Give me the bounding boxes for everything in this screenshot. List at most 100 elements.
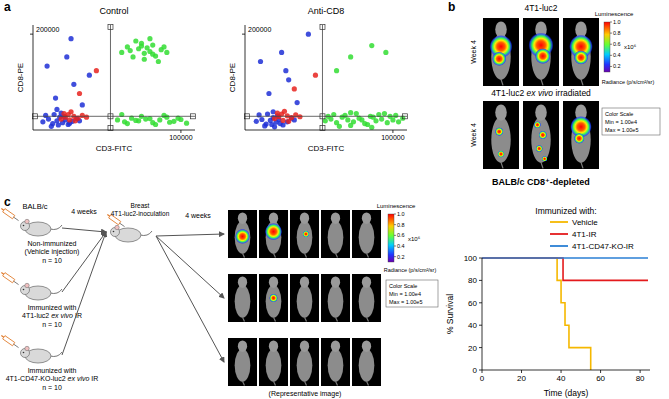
event-dot bbox=[379, 116, 384, 121]
gate-handle bbox=[320, 114, 325, 119]
event-dot bbox=[80, 102, 85, 107]
mouse-tail bbox=[305, 381, 307, 385]
colorbar-tick-label: 1.0 bbox=[613, 19, 621, 25]
event-dot bbox=[150, 52, 155, 57]
gate-handle bbox=[108, 25, 113, 30]
gate-line bbox=[245, 116, 407, 117]
event-dot bbox=[334, 68, 339, 73]
image-bg bbox=[259, 210, 288, 258]
mouse-body bbox=[297, 221, 313, 254]
event-dot bbox=[269, 122, 274, 127]
mouse-head bbox=[269, 212, 278, 224]
syringe-barrel bbox=[3, 209, 15, 219]
event-dot bbox=[94, 68, 99, 73]
image-bg bbox=[523, 101, 559, 169]
event-dot bbox=[167, 120, 172, 125]
arrow bbox=[62, 232, 106, 355]
event-dot bbox=[147, 36, 152, 41]
event-dot bbox=[40, 119, 45, 124]
image-bg bbox=[483, 18, 519, 86]
panel-footer: BALB/c CD8⁺-depleted bbox=[492, 177, 590, 187]
x-axis-label: Time (days) bbox=[544, 388, 589, 398]
event-dot bbox=[359, 117, 364, 122]
luminescence bbox=[535, 48, 551, 64]
group-label: 4T1-CD47-KO-luc2 ex vivo IR bbox=[6, 375, 99, 382]
event-dot bbox=[125, 121, 130, 126]
image-bg bbox=[228, 210, 257, 258]
legend-swatch bbox=[550, 221, 568, 223]
arrow bbox=[62, 228, 106, 232]
y-tick bbox=[479, 302, 482, 303]
inoculation-label: 4T1-luc2-inoculation bbox=[111, 210, 170, 217]
inoculation-label: Breast bbox=[131, 202, 150, 209]
bli-image bbox=[563, 101, 599, 169]
mouse-body bbox=[328, 221, 344, 254]
y-tick-label: 40 bbox=[468, 321, 477, 330]
image-bg bbox=[259, 338, 288, 386]
points bbox=[40, 36, 189, 129]
y-tick bbox=[479, 347, 482, 348]
survival-curve bbox=[482, 258, 648, 280]
image-bg bbox=[352, 338, 381, 386]
event-dot bbox=[133, 118, 138, 123]
group-label: Immunized with bbox=[28, 304, 77, 311]
syringe-needle bbox=[14, 281, 19, 284]
colorbar-tick-label: 0.6 bbox=[397, 232, 405, 238]
event-dot bbox=[54, 107, 59, 112]
color-scale-box bbox=[602, 108, 660, 135]
x-tick bbox=[600, 370, 601, 373]
bli-image bbox=[321, 274, 350, 322]
mouse-body bbox=[266, 221, 282, 254]
bli-image bbox=[483, 101, 519, 169]
mouse-body bbox=[266, 285, 282, 318]
survival-curve bbox=[482, 258, 591, 370]
luminescence bbox=[302, 231, 309, 238]
event-dot bbox=[306, 32, 311, 37]
y-tick-label: 80 bbox=[468, 276, 477, 285]
event-dot bbox=[161, 44, 166, 49]
colorbar-tick-label: 0.4 bbox=[397, 243, 405, 249]
mouse-head bbox=[362, 276, 371, 288]
mouse-tail bbox=[50, 289, 62, 294]
event-dot bbox=[133, 38, 138, 43]
panel-label: c bbox=[4, 195, 11, 209]
x-axis bbox=[33, 130, 195, 131]
arrow bbox=[62, 232, 106, 292]
luminescence bbox=[497, 150, 504, 157]
x-tick-label: 40 bbox=[557, 374, 566, 383]
text-part: ex vivo bbox=[68, 375, 90, 382]
arrow bbox=[156, 236, 224, 298]
event-dot bbox=[348, 110, 353, 115]
event-dot bbox=[342, 113, 347, 118]
mouse-tail bbox=[50, 352, 62, 357]
event-dot bbox=[282, 109, 287, 114]
mouse-tail bbox=[274, 253, 276, 257]
event-dot bbox=[61, 111, 66, 116]
colorbar-tick-label: 0.2 bbox=[613, 63, 621, 69]
event-dot bbox=[337, 124, 342, 129]
mouse-head bbox=[300, 276, 309, 288]
colorbar bbox=[604, 22, 610, 72]
y-tick-label: 20 bbox=[468, 344, 477, 353]
image-bg bbox=[290, 210, 319, 258]
luminescence bbox=[574, 50, 588, 64]
interval-label: 4 weeks bbox=[71, 208, 97, 215]
x-tick-label: 0 bbox=[480, 374, 485, 383]
y-axis bbox=[245, 25, 246, 130]
group-n: n = 10 bbox=[42, 257, 62, 264]
gate-line bbox=[33, 116, 195, 117]
text-part: ex vivo bbox=[527, 88, 554, 98]
mouse-body bbox=[235, 221, 251, 254]
event-dot bbox=[184, 121, 189, 126]
colorbar-tick bbox=[394, 246, 396, 247]
row-title: 4T1-luc2 bbox=[524, 3, 557, 13]
mouse-tail bbox=[541, 79, 543, 85]
mouse-tail bbox=[581, 79, 583, 85]
text-part: 4T1-luc2 bbox=[22, 312, 51, 319]
image-bg bbox=[321, 274, 350, 322]
mouse-head bbox=[269, 340, 278, 352]
mouse-eye bbox=[23, 289, 25, 291]
event-dot bbox=[256, 112, 261, 117]
event-dot bbox=[139, 43, 144, 48]
text-part: ex vivo bbox=[51, 312, 73, 319]
